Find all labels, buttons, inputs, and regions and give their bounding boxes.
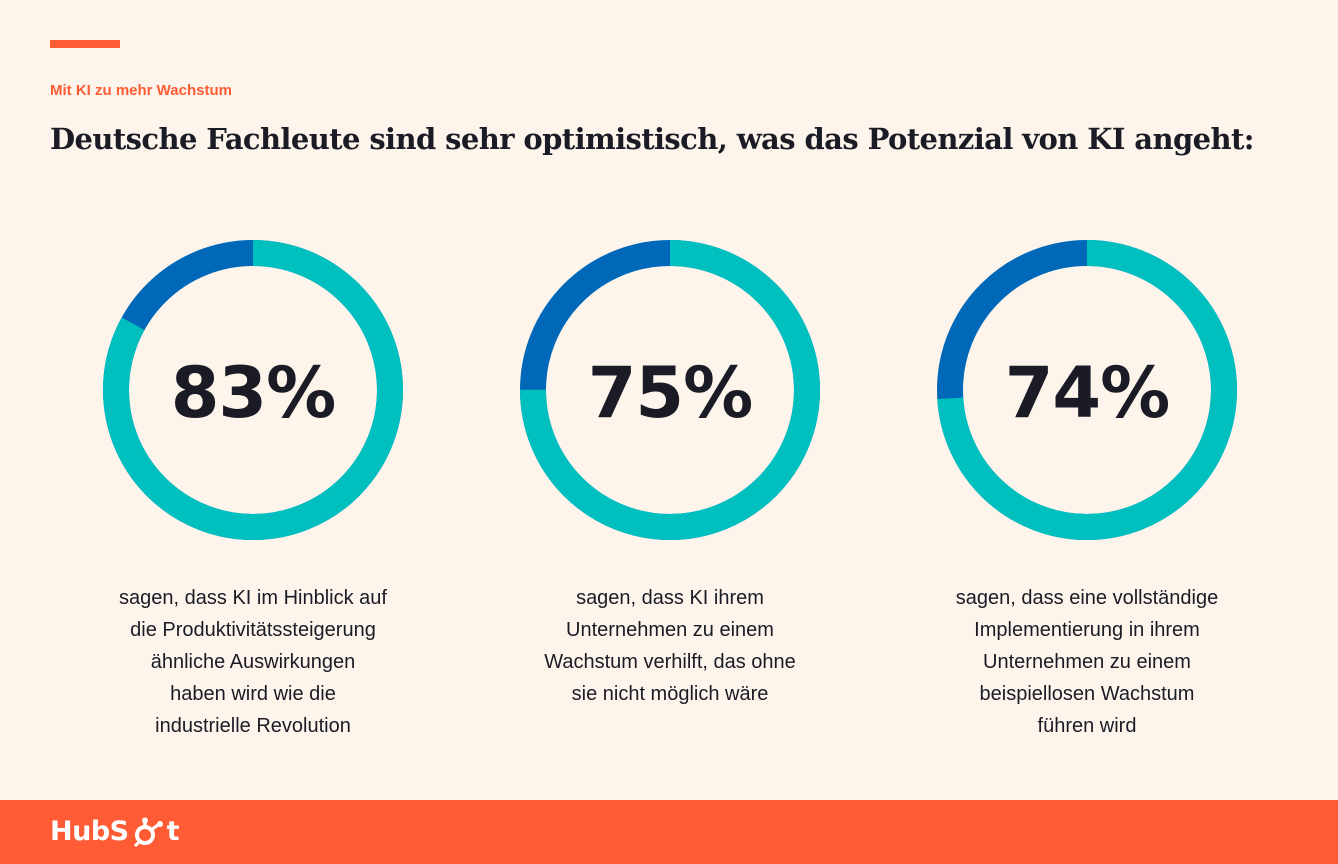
donut-chart-3	[937, 240, 1237, 540]
sprocket-icon	[133, 817, 163, 847]
footer-bar: HubS t	[0, 800, 1338, 864]
logo-text-right: t	[166, 816, 180, 847]
stat-description: sagen, dass KI ihrem Unternehmen zu eine…	[544, 587, 796, 705]
logo-text-left: HubS	[50, 816, 129, 847]
donut-chart-2	[520, 240, 820, 540]
stat-value: 83%	[170, 352, 337, 434]
donut-chart-1	[103, 240, 403, 540]
donut-value-arc	[520, 240, 820, 540]
stat-value: 74%	[1004, 352, 1171, 434]
stat-description: sagen, dass eine vollständige Implementi…	[955, 587, 1219, 737]
stat-card-2: 75% sagen, dass KI ihrem Unternehmen zu …	[505, 238, 835, 710]
donut-value-arc	[103, 240, 403, 540]
donut-value-arc	[937, 240, 1237, 540]
accent-bar	[50, 40, 120, 48]
stat-card-1: 83% sagen, dass KI im Hinblick auf die P…	[88, 238, 418, 742]
page-title: Deutsche Fachleute sind sehr optimistisc…	[50, 122, 1254, 156]
stat-description: sagen, dass KI im Hinblick auf die Produ…	[119, 587, 387, 737]
stat-card-3: 74% sagen, dass eine vollständige Implem…	[922, 238, 1252, 742]
hubspot-logo: HubS t	[50, 816, 180, 848]
stat-value: 75%	[587, 352, 754, 434]
eyebrow-label: Mit KI zu mehr Wachstum	[50, 82, 232, 99]
